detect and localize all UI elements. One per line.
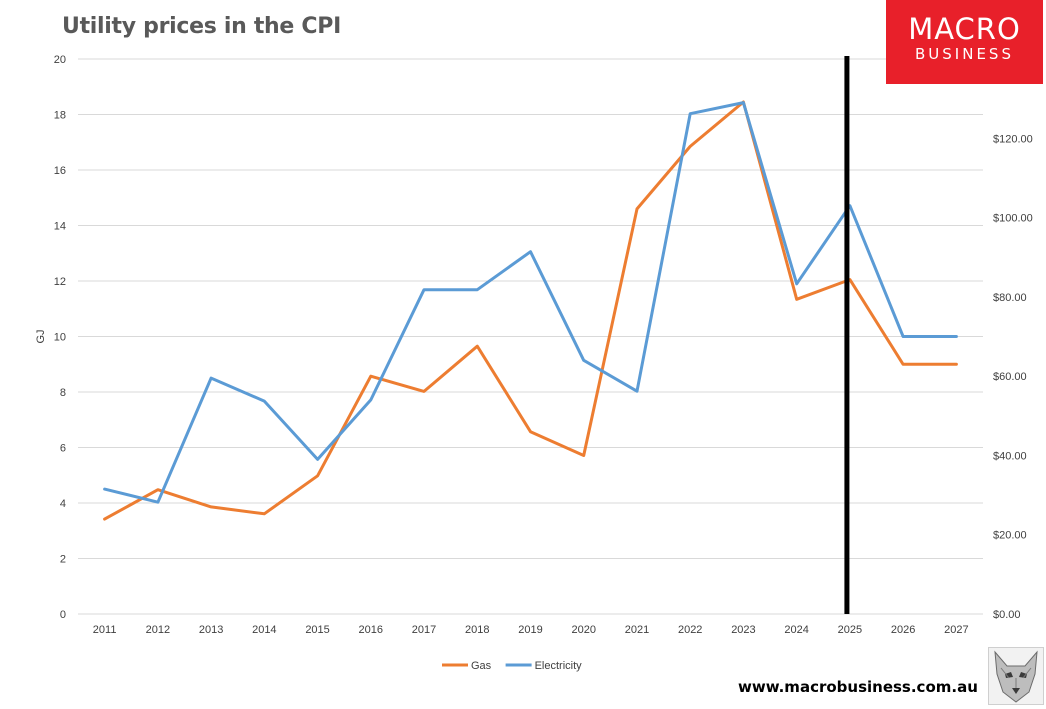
x-tick-label: 2022 <box>678 624 702 636</box>
y-left-tick-label: 16 <box>54 165 66 177</box>
series-line-gas <box>103 100 958 521</box>
y-left-tick-label: 4 <box>60 498 66 510</box>
macrobusiness-logo: MACRO BUSINESS <box>886 0 1043 84</box>
y-right-tick-label: $40.00 <box>993 450 1027 462</box>
x-tick-label: 2024 <box>784 624 808 636</box>
x-tick-label: 2027 <box>944 624 968 636</box>
y-right-tick-label: $120.00 <box>993 133 1033 145</box>
y-left-tick-label: 14 <box>54 221 66 233</box>
y-left-tick-label: 2 <box>60 554 66 566</box>
x-tick-label: 2020 <box>571 624 595 636</box>
y-left-tick-label: 12 <box>54 276 66 288</box>
y-left-tick-label: 0 <box>60 609 66 621</box>
y-left-tick-label: 10 <box>54 332 66 344</box>
legend-label-electricity: Electricity <box>535 660 583 672</box>
wolf-logo-icon <box>988 647 1044 705</box>
x-tick-label: 2023 <box>731 624 755 636</box>
y-left-tick-label: 8 <box>60 387 66 399</box>
x-tick-label: 2012 <box>146 624 170 636</box>
logo-line1: MACRO <box>908 12 1021 46</box>
x-tick-label: 2019 <box>518 624 542 636</box>
x-tick-label: 2013 <box>199 624 223 636</box>
x-tick-label: 2025 <box>838 624 862 636</box>
y-right-tick-label: $0.00 <box>993 609 1021 621</box>
y-left-tick-label: 20 <box>54 54 66 66</box>
y-left-tick-label: 6 <box>60 443 66 455</box>
y-right-tick-label: $60.00 <box>993 371 1027 383</box>
x-tick-label: 2014 <box>252 624 276 636</box>
x-tick-label: 2026 <box>891 624 915 636</box>
x-tick-label: 2016 <box>359 624 383 636</box>
legend-label-gas: Gas <box>471 660 492 672</box>
x-tick-label: 2021 <box>625 624 649 636</box>
x-tick-label: 2015 <box>305 624 329 636</box>
y-right-tick-label: $80.00 <box>993 292 1027 304</box>
x-tick-label: 2011 <box>93 624 117 636</box>
y-right-tick-label: $100.00 <box>993 213 1033 225</box>
y-left-tick-label: 18 <box>54 110 66 122</box>
logo-line2: BUSINESS <box>915 45 1014 63</box>
footer-url: www.macrobusiness.com.au <box>738 678 978 696</box>
y-right-tick-label: $20.00 <box>993 530 1027 542</box>
x-tick-label: 2017 <box>412 624 436 636</box>
series-line-electricity <box>103 101 958 504</box>
chart-title: Utility prices in the CPI <box>62 14 341 39</box>
x-tick-label: 2018 <box>465 624 489 636</box>
y-left-axis-label: GJ <box>35 329 47 343</box>
